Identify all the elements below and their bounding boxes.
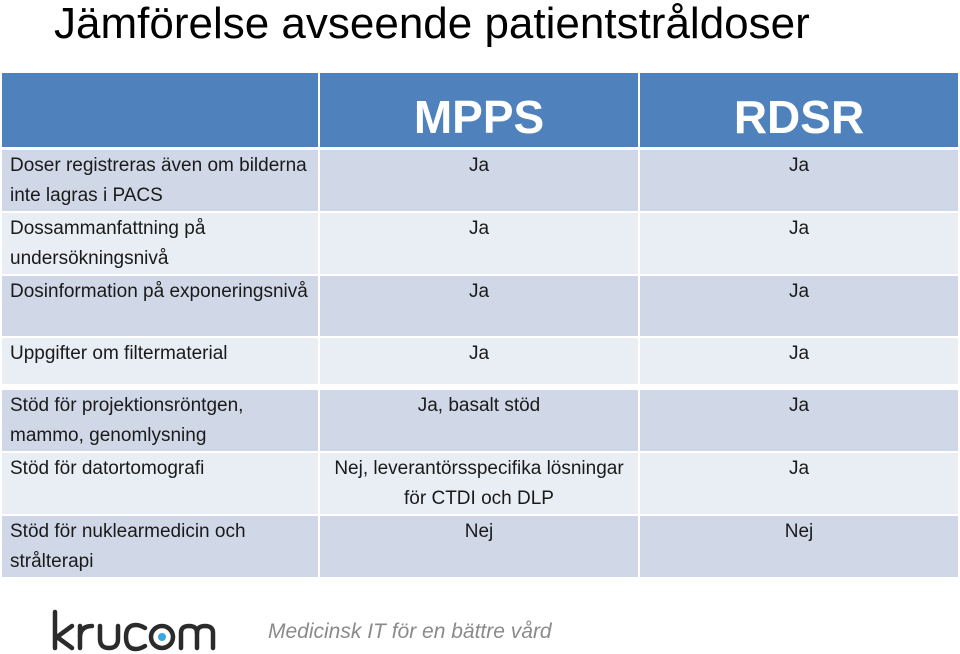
rdsr-value: Ja [640,150,958,213]
page-title: Jämförelse avseende patientstråldoser [54,0,810,48]
row-label: Dosinformation på exponeringsnivå [2,276,320,338]
krucom-logo [52,609,216,652]
mpps-value: Ja [320,150,640,213]
rdsr-value: Ja [640,453,958,516]
row-label: Stöd för nuklearmedicin och strålterapi [2,516,320,579]
header-empty-cell [2,73,320,150]
rdsr-value: Ja [640,276,958,338]
row-label: Stöd för datortomografi [2,453,320,516]
table-row: Dosinformation på exponeringsnivå Ja Ja [2,276,958,338]
row-label: Stöd för projektionsröntgen, mammo, geno… [2,386,320,453]
rdsr-value: Ja [640,386,958,453]
header-row: MPPS RDSR [2,73,958,150]
header-mpps: MPPS [320,73,640,150]
comparison-table: MPPS RDSR Doser registreras även om bild… [2,73,958,579]
table-row: Stöd för nuklearmedicin och strålterapi … [2,516,958,579]
row-label: Doser registreras även om bilderna inte … [2,150,320,213]
mpps-value: Ja [320,276,640,338]
mpps-value: Ja, basalt stöd [320,386,640,453]
row-label: Uppgifter om filtermaterial [2,338,320,386]
rdsr-value: Ja [640,338,958,386]
footer-tagline: Medicinsk IT för en bättre vård [268,620,552,643]
table-row: Stöd för datortomografi Nej, leverantörs… [2,453,958,516]
rdsr-value: Nej [640,516,958,579]
mpps-value: Nej [320,516,640,579]
mpps-value: Ja [320,338,640,386]
mpps-value: Ja [320,213,640,276]
row-label: Dossammanfattning på undersökningsnivå [2,213,320,276]
table-row: Uppgifter om filtermaterial Ja Ja [2,338,958,386]
table-row: Doser registreras även om bilderna inte … [2,150,958,213]
header-rdsr: RDSR [640,73,958,150]
table-row: Dossammanfattning på undersökningsnivå J… [2,213,958,276]
rdsr-value: Ja [640,213,958,276]
mpps-value: Nej, leverantörsspecifika lösningar för … [320,453,640,516]
table-row: Stöd för projektionsröntgen, mammo, geno… [2,386,958,453]
